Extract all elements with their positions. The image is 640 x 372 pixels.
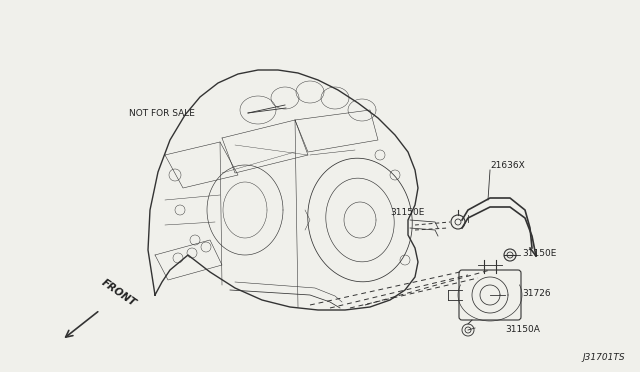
Text: FRONT: FRONT: [100, 277, 138, 308]
Text: NOT FOR SALE: NOT FOR SALE: [129, 109, 195, 118]
Text: 31726: 31726: [522, 289, 550, 298]
Text: 21636X: 21636X: [490, 160, 525, 170]
Text: 31150E: 31150E: [390, 208, 424, 217]
Text: 31150E: 31150E: [522, 250, 556, 259]
Text: 31150A: 31150A: [505, 326, 540, 334]
Text: J31701TS: J31701TS: [582, 353, 625, 362]
